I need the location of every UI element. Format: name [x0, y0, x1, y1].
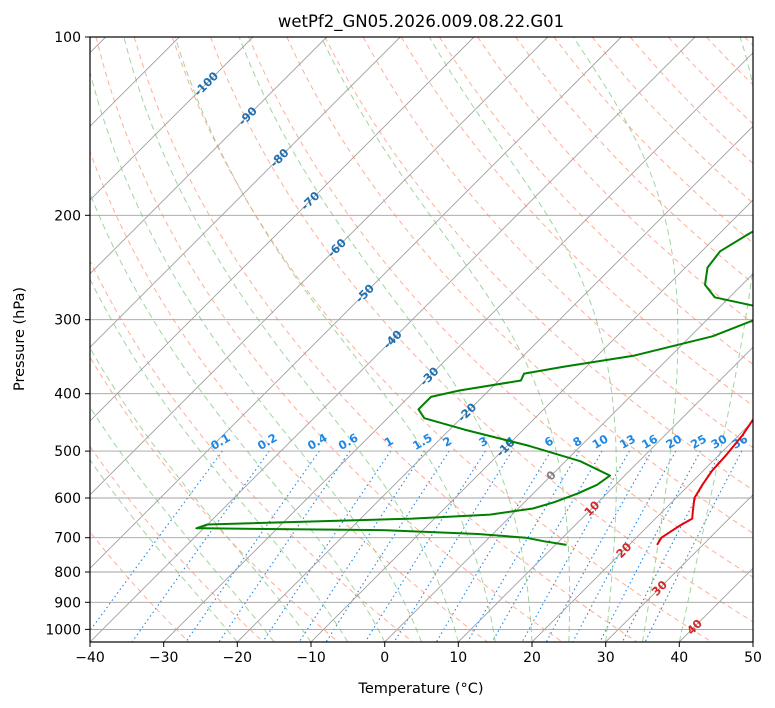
- isotherm-line: [531, 420, 753, 642]
- plot-frame: [89, 36, 754, 643]
- temperature-profile-line: [656, 417, 753, 546]
- mixing-ratio-label: 10: [590, 432, 611, 452]
- dry-adiabat-line: [210, 37, 753, 623]
- moist-adiabat-line: [90, 406, 275, 642]
- mixing-ratio-label: 16: [639, 432, 660, 452]
- isotherm-line: [90, 37, 475, 422]
- mixing-ratio-lines: [90, 450, 743, 642]
- mixing-ratio-line: [325, 450, 450, 642]
- isotherm-line: [236, 125, 753, 642]
- mixing-ratio-line: [262, 450, 392, 642]
- moist-adiabat-line: [90, 459, 238, 642]
- isotherm-line: [605, 494, 753, 642]
- mixing-ratio-line: [572, 450, 677, 642]
- isotherm-line: [457, 346, 753, 642]
- y-tick-label: 400: [54, 387, 81, 403]
- pressure-grid-lines: [90, 37, 753, 630]
- mixing-ratio-label: 13: [617, 432, 638, 452]
- moist-adiabat-line: [238, 37, 533, 642]
- mixing-ratio-label: 20: [663, 432, 684, 452]
- isotherm-lines: [90, 37, 753, 642]
- y-tick-label: 900: [54, 595, 81, 611]
- isotherm-line: [90, 37, 328, 275]
- x-tick-label: −20: [223, 650, 253, 666]
- x-tick-label: 20: [523, 650, 541, 666]
- mixing-ratio-line: [90, 450, 223, 632]
- dry-adiabat-line: [362, 37, 753, 449]
- dewpoint-profile-line: [195, 230, 753, 546]
- moist-adiabat-line: [90, 70, 422, 642]
- mixing-ratio-line: [621, 450, 722, 642]
- isotherm-line: [90, 37, 254, 201]
- moist-adiabat-line: [572, 37, 679, 642]
- isotherm-line: [90, 37, 401, 348]
- dry-adiabat-line: [133, 37, 638, 642]
- y-tick-label: 800: [54, 565, 81, 581]
- y-tick-label: 100: [54, 30, 81, 46]
- profile-series: [195, 230, 753, 546]
- dry-adiabat-line: [171, 37, 712, 642]
- isotherm-line: [384, 273, 753, 642]
- dry-adiabat-lines: [90, 37, 753, 642]
- dry-adiabat-line: [90, 445, 264, 642]
- isotherm-line: [90, 37, 696, 642]
- mixing-ratio-line: [467, 450, 580, 642]
- mixing-ratio-line: [435, 450, 552, 642]
- mixing-ratio-line: [521, 450, 630, 642]
- y-axis: 100 200 300 400 500 600 700 800 900 1000: [45, 30, 90, 638]
- mixing-ratio-label: 25: [688, 432, 709, 452]
- mixing-ratio-line: [599, 450, 701, 642]
- y-axis-label: Pressure (hPa): [12, 287, 28, 391]
- mixing-ratio-line: [218, 450, 351, 642]
- x-tick-label: −10: [296, 650, 326, 666]
- y-tick-label: 200: [54, 208, 81, 224]
- x-tick-label: 0: [380, 650, 389, 666]
- dry-adiabat-line: [95, 37, 563, 642]
- dry-adiabat-line: [324, 37, 753, 491]
- dry-adiabat-line: [90, 150, 488, 642]
- dry-adiabat-line: [400, 37, 753, 407]
- moist-adiabat-line: [320, 37, 571, 642]
- x-tick-label: 50: [744, 650, 762, 666]
- x-tick-label: 10: [449, 650, 467, 666]
- moist-adiabat-line: [90, 278, 349, 642]
- mixing-ratio-label: 30: [709, 432, 730, 452]
- x-tick-label: 30: [597, 650, 615, 666]
- chart-title: wetPf2_GN05.2026.009.08.22.G01: [278, 12, 564, 32]
- y-tick-label: 500: [54, 444, 81, 460]
- mixing-ratio-line: [298, 450, 425, 642]
- x-axis-label: Temperature (°C): [357, 681, 483, 697]
- mixing-ratio-line: [545, 450, 653, 642]
- moist-adiabat-line: [428, 37, 617, 642]
- isotherm-line: [90, 37, 622, 569]
- isotherm-line: [163, 52, 753, 642]
- x-axis: −40 −30 −20 −10 0 10 20 30 40 50: [75, 642, 762, 666]
- moist-adiabat-line: [90, 192, 386, 642]
- isotherm-line: [90, 37, 549, 496]
- mixing-ratio-label: 36: [729, 432, 750, 452]
- y-tick-label: 300: [54, 313, 81, 329]
- moist-adiabat-line: [678, 37, 753, 642]
- moist-adiabat-line: [174, 37, 496, 642]
- x-tick-label: −40: [75, 650, 105, 666]
- x-tick-label: −30: [149, 650, 179, 666]
- y-tick-label: 600: [54, 491, 81, 507]
- y-tick-label: 700: [54, 531, 81, 547]
- x-tick-label: 40: [670, 650, 688, 666]
- dry-adiabat-line: [248, 37, 753, 578]
- moist-adiabat-line: [123, 37, 459, 642]
- isotherm-line: [310, 199, 753, 642]
- y-tick-label: 1000: [45, 622, 81, 638]
